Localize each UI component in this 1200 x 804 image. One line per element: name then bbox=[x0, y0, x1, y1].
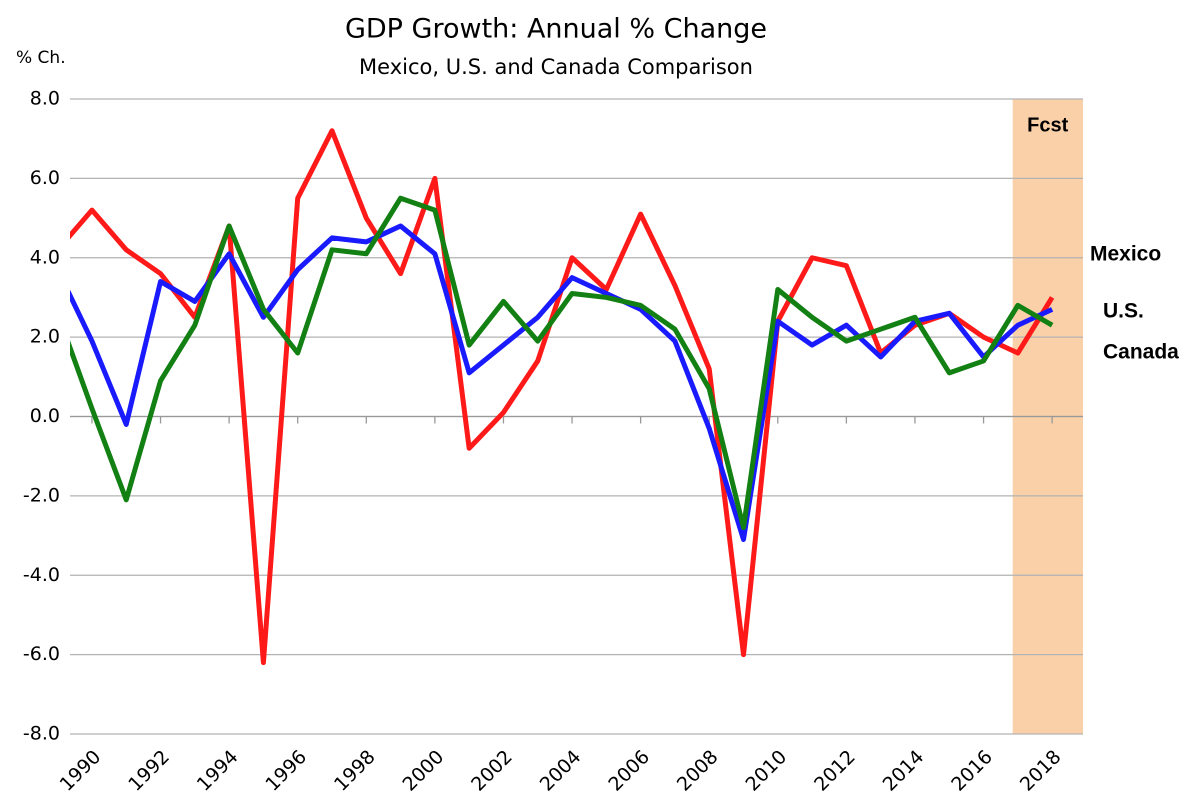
x-tick-label: 2018 bbox=[1016, 746, 1066, 796]
x-tick-label: 2004 bbox=[536, 746, 586, 796]
x-tick-label: 2000 bbox=[399, 746, 449, 796]
x-tick-label: 2010 bbox=[741, 746, 791, 796]
y-tick-label: 8.0 bbox=[30, 88, 60, 110]
y-tick-label: -2.0 bbox=[23, 484, 60, 506]
x-tick-label: 1992 bbox=[124, 746, 174, 796]
y-tick-label: -4.0 bbox=[23, 564, 60, 586]
x-tick-label: 1998 bbox=[330, 746, 380, 796]
chart-title: GDP Growth: Annual % Change bbox=[345, 14, 767, 45]
series-line bbox=[70, 128, 1055, 666]
chart-subtitle: Mexico, U.S. and Canada Comparison bbox=[359, 55, 753, 79]
x-tick-label: 2008 bbox=[673, 746, 723, 796]
x-tick-label: 2006 bbox=[604, 746, 654, 796]
plot-area bbox=[70, 128, 1055, 666]
forecast-label: Fcst bbox=[1027, 114, 1068, 136]
y-tick-label: 4.0 bbox=[30, 246, 60, 268]
x-tick-label: 1994 bbox=[193, 746, 243, 796]
x-tick-label: 2014 bbox=[879, 746, 929, 796]
y-tick-label: -6.0 bbox=[23, 643, 60, 665]
legend-label: Mexico bbox=[1090, 243, 1161, 266]
y-tick-label: 6.0 bbox=[30, 167, 60, 189]
series-line bbox=[70, 223, 1054, 543]
legend-label: Canada bbox=[1103, 341, 1179, 364]
x-tick-label: 2002 bbox=[467, 746, 517, 796]
legend-label: U.S. bbox=[1103, 300, 1144, 323]
series-line bbox=[70, 195, 1054, 531]
y-axis-label: % Ch. bbox=[16, 48, 66, 68]
x-tick-label: 1990 bbox=[56, 746, 106, 796]
y-tick-label: 2.0 bbox=[30, 326, 60, 348]
y-tick-label: -8.0 bbox=[23, 723, 60, 745]
x-tick-label: 2012 bbox=[810, 746, 860, 796]
y-tick-label: 0.0 bbox=[30, 405, 60, 427]
x-tick-label: 1996 bbox=[261, 746, 311, 796]
x-tick-label: 2016 bbox=[947, 746, 997, 796]
